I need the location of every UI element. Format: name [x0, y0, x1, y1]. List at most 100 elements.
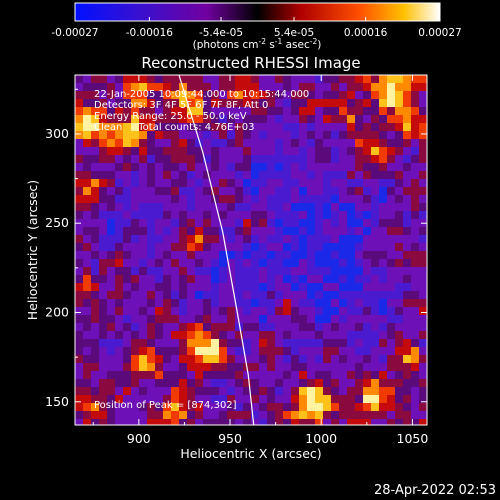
- heatmap-cell: [163, 299, 171, 307]
- heatmap-cell: [267, 355, 275, 363]
- heatmap-cell: [211, 307, 219, 315]
- heatmap-cell: [195, 347, 203, 355]
- heatmap-cell: [299, 291, 307, 299]
- heatmap-cell: [315, 307, 323, 315]
- heatmap-cell: [123, 347, 131, 355]
- heatmap-cell: [307, 307, 315, 315]
- heatmap-cell: [203, 267, 211, 275]
- heatmap-cell: [331, 347, 339, 355]
- heatmap-cell: [75, 235, 83, 243]
- heatmap-cell: [259, 411, 267, 419]
- heatmap-cell: [323, 91, 331, 99]
- heatmap-cell: [75, 331, 83, 339]
- heatmap-cell: [307, 75, 315, 83]
- heatmap-cell: [347, 91, 355, 99]
- heatmap-cell: [187, 307, 195, 315]
- heatmap-cell: [139, 283, 147, 291]
- heatmap-cell: [203, 299, 211, 307]
- heatmap-cell: [147, 139, 155, 147]
- heatmap-cell: [211, 227, 219, 235]
- heatmap-cell: [187, 211, 195, 219]
- heatmap-cell: [195, 203, 203, 211]
- heatmap-cell: [355, 179, 363, 187]
- heatmap-cell: [155, 347, 163, 355]
- heatmap-cell: [211, 331, 219, 339]
- heatmap-cell: [147, 411, 155, 419]
- heatmap-cell: [131, 363, 139, 371]
- heatmap-cell: [171, 131, 179, 139]
- heatmap-cell: [347, 331, 355, 339]
- heatmap-cell: [83, 315, 91, 323]
- heatmap-cell: [347, 195, 355, 203]
- heatmap-cell: [259, 203, 267, 211]
- colorbar-tick-label: -0.00027: [51, 27, 98, 39]
- heatmap-cell: [235, 83, 243, 91]
- heatmap-cell: [371, 227, 379, 235]
- heatmap-cell: [275, 203, 283, 211]
- heatmap-cell: [347, 227, 355, 235]
- heatmap-cell: [187, 131, 195, 139]
- heatmap-cell: [99, 163, 107, 171]
- heatmap-cell: [139, 235, 147, 243]
- heatmap-cell: [235, 331, 243, 339]
- heatmap-cell: [91, 283, 99, 291]
- heatmap-cell: [171, 155, 179, 163]
- heatmap-cell: [339, 315, 347, 323]
- heatmap-cell: [115, 163, 123, 171]
- heatmap-cell: [227, 83, 235, 91]
- heatmap-cell: [395, 227, 403, 235]
- heatmap-cell: [267, 131, 275, 139]
- heatmap-cell: [171, 227, 179, 235]
- heatmap-cell: [315, 211, 323, 219]
- heatmap-cell: [403, 363, 411, 371]
- heatmap-cell: [131, 267, 139, 275]
- heatmap-cell: [275, 251, 283, 259]
- heatmap-cell: [267, 363, 275, 371]
- heatmap-cell: [171, 195, 179, 203]
- heatmap-cell: [107, 291, 115, 299]
- heatmap-cell: [315, 347, 323, 355]
- heatmap-cell: [307, 403, 315, 411]
- heatmap-cell: [131, 243, 139, 251]
- heatmap-cell: [235, 243, 243, 251]
- heatmap-cell: [275, 419, 283, 425]
- heatmap-cell: [379, 339, 387, 347]
- annotation-total-counts: Clean Total counts: 4.76E+03: [94, 122, 254, 133]
- heatmap-cell: [315, 115, 323, 123]
- heatmap-cell: [123, 187, 131, 195]
- heatmap-cell: [107, 323, 115, 331]
- heatmap-cell: [195, 99, 203, 107]
- heatmap-cell: [275, 99, 283, 107]
- heatmap-cell: [99, 235, 107, 243]
- heatmap-cell: [139, 339, 147, 347]
- heatmap-cell: [371, 331, 379, 339]
- heatmap-cell: [363, 147, 371, 155]
- heatmap-cell: [299, 339, 307, 347]
- heatmap-cell: [387, 235, 395, 243]
- heatmap-cell: [403, 75, 411, 83]
- heatmap-cell: [403, 251, 411, 259]
- heatmap-cell: [251, 259, 259, 267]
- heatmap-cell: [219, 211, 227, 219]
- heatmap-cell: [395, 371, 403, 379]
- heatmap-cell: [387, 91, 395, 99]
- heatmap-cell: [395, 139, 403, 147]
- heatmap-cell: [291, 235, 299, 243]
- heatmap-cell: [323, 211, 331, 219]
- heatmap-cell: [283, 339, 291, 347]
- heatmap-cell: [115, 123, 123, 131]
- colorbar-tick-label: 5.4e-05: [274, 27, 314, 39]
- heatmap-cell: [411, 211, 419, 219]
- heatmap-cell: [195, 187, 203, 195]
- heatmap-cell: [227, 179, 235, 187]
- heatmap-cell: [187, 75, 195, 83]
- heatmap-cell: [147, 179, 155, 187]
- heatmap-cell: [259, 227, 267, 235]
- heatmap-cell: [115, 155, 123, 163]
- heatmap-cell: [243, 267, 251, 275]
- heatmap-cell: [411, 219, 419, 227]
- heatmap-cell: [307, 227, 315, 235]
- heatmap-cell: [283, 131, 291, 139]
- heatmap-cell: [259, 395, 267, 403]
- heatmap-cell: [203, 323, 211, 331]
